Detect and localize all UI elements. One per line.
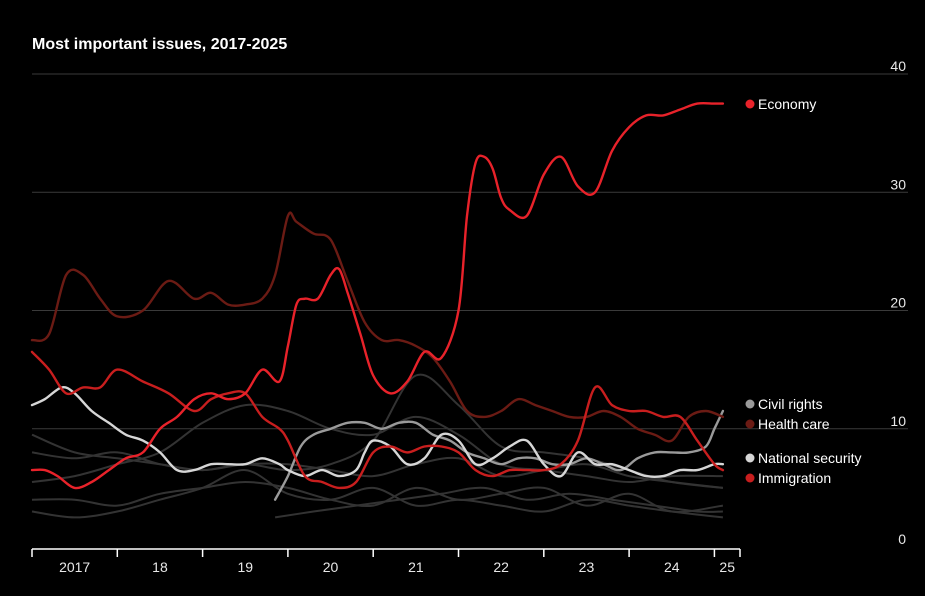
legend-label: Civil rights [758,396,823,412]
x-tick-20: 20 [323,559,339,575]
x-axis [31,548,741,557]
y-tick-labels: 0 10 20 30 40 [890,58,906,547]
x-tick-2017: 2017 [59,559,90,575]
legend-item-civil-rights: Civil rights [745,396,823,412]
x-tick-25: 25 [719,559,735,575]
legend-dot [745,453,755,463]
x-tick-19: 19 [237,559,253,575]
x-tick-22: 22 [493,559,509,575]
series-other-6 [274,486,723,519]
series-civil-rights [273,409,725,501]
x-tick-23: 23 [579,559,595,575]
series-other-2 [31,403,723,483]
x-tick-21: 21 [408,559,424,575]
gridlines [32,73,908,430]
y-tick-10: 10 [890,413,906,429]
y-tick-0: 0 [898,531,906,547]
y-tick-30: 30 [890,176,906,192]
series-other-3 [31,481,724,513]
legend-dot [745,99,755,109]
main-series [30,101,725,501]
series-other-5 [31,433,724,489]
legend-item-immigration: Immigration [745,470,831,486]
legend-dot [745,419,755,429]
legend-label: Health care [758,416,830,432]
legend-item-economy: Economy [745,96,816,112]
x-tick-24: 24 [664,559,680,575]
background-series [31,373,724,519]
legend-dot [745,399,755,409]
legend-label: National security [758,450,862,466]
legend-label: Economy [758,96,816,112]
series-national-security [30,386,725,478]
series-economy [30,101,725,490]
legend-label: Immigration [758,470,831,486]
series-health-care [30,211,725,443]
x-tick-18: 18 [152,559,168,575]
legend-item-health-care: Health care [745,416,830,432]
legend-item-national-security: National security [745,450,862,466]
legend-dot [745,473,755,483]
series-immigration [30,350,725,490]
series-other-4 [31,469,724,519]
y-tick-40: 40 [890,58,906,74]
x-tick-labels: 2017 18 19 20 21 22 23 24 25 [59,559,735,575]
legend: Economy Immigration Health care Civil right… [745,96,862,486]
chart-title: Most important issues, 2017-2025 [32,36,287,53]
y-tick-20: 20 [890,295,906,311]
